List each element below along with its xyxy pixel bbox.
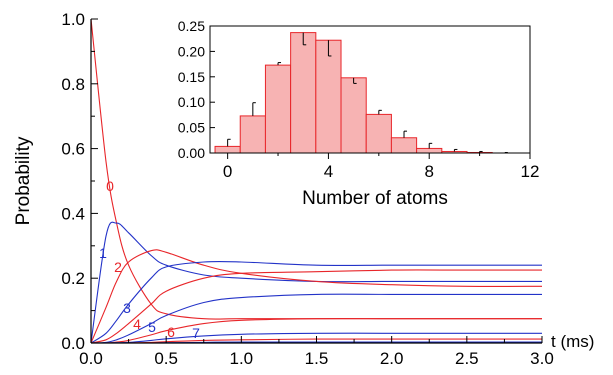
curve-label-1: 1 bbox=[99, 245, 107, 261]
inset-bar bbox=[340, 77, 367, 154]
series-line-2 bbox=[91, 249, 542, 343]
inset-bar bbox=[239, 115, 266, 154]
series-line-5 bbox=[91, 293, 542, 343]
inset-bar bbox=[315, 39, 342, 154]
inset-y-tick-label: 0.00 bbox=[178, 145, 205, 161]
inset-x-tick-label: 4 bbox=[324, 162, 333, 181]
series-line-1 bbox=[91, 221, 542, 343]
inset-bar bbox=[390, 137, 418, 154]
inset-bar bbox=[264, 64, 292, 154]
inset-x-tick-label: 0 bbox=[223, 162, 232, 181]
y-tick-label: 0.8 bbox=[61, 75, 85, 94]
x-axis-label: t (ms) bbox=[551, 332, 594, 351]
inset-bar bbox=[214, 145, 241, 154]
inset-y-tick-label: 0.20 bbox=[178, 43, 205, 59]
inset-x-tick-label: 8 bbox=[424, 162, 433, 181]
curve-label-7: 7 bbox=[192, 325, 200, 341]
x-tick-label: 0.0 bbox=[79, 349, 103, 368]
x-tick-label: 2.0 bbox=[380, 349, 404, 368]
curve-label-4: 4 bbox=[133, 316, 141, 332]
inset-y-tick-label: 0.05 bbox=[178, 120, 205, 136]
y-tick-label: 0.6 bbox=[61, 140, 85, 159]
x-tick-label: 0.5 bbox=[154, 349, 178, 368]
x-tick-label: 3.0 bbox=[530, 349, 554, 368]
series-line-6 bbox=[91, 318, 542, 343]
inset-bar bbox=[365, 113, 392, 154]
curve-label-6: 6 bbox=[167, 324, 175, 340]
series-line-4 bbox=[91, 269, 542, 343]
y-axis-label: Probability bbox=[13, 136, 34, 225]
inset-y-tick-label: 0.10 bbox=[178, 94, 205, 110]
series-line-3 bbox=[91, 260, 542, 343]
curve-label-2: 2 bbox=[114, 259, 122, 275]
inset-x-tick-label: 12 bbox=[521, 162, 540, 181]
x-tick-label: 1.5 bbox=[305, 349, 329, 368]
y-tick-label: 0.2 bbox=[61, 269, 85, 288]
inset-y-tick-label: 0.15 bbox=[178, 69, 205, 85]
x-tick-label: 1.0 bbox=[230, 349, 254, 368]
curve-label-0: 0 bbox=[106, 178, 114, 194]
inset-bar bbox=[290, 32, 317, 154]
series-line-tail-8 bbox=[91, 338, 542, 343]
y-tick-label: 1.0 bbox=[61, 10, 85, 29]
y-tick-label: 0.0 bbox=[61, 334, 85, 353]
inset-bar bbox=[416, 147, 443, 154]
inset-y-tick-label: 0.25 bbox=[178, 18, 205, 34]
y-tick-label: 0.4 bbox=[61, 204, 85, 223]
x-tick-label: 2.5 bbox=[455, 349, 479, 368]
inset-x-axis-label: Number of atoms bbox=[302, 188, 448, 209]
curve-label-3: 3 bbox=[123, 300, 131, 316]
curve-label-5: 5 bbox=[148, 319, 156, 335]
